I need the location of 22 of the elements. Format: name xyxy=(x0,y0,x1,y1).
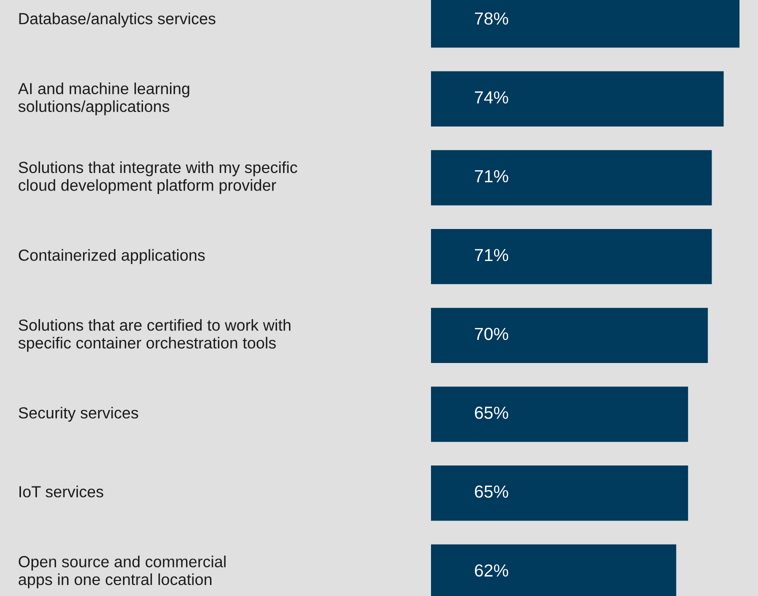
y-tick-label: Database/analytics services xyxy=(19,12,216,28)
bar xyxy=(431,228,712,284)
data-label: 65% xyxy=(474,485,508,498)
data-label: 74% xyxy=(474,91,508,104)
y-tick-label: Solutions that are certified to work with specific container orchestration tools xyxy=(18,319,290,352)
bar xyxy=(431,466,688,521)
y-tick-label: Security services xyxy=(18,406,138,422)
data-label: 71% xyxy=(474,249,508,262)
bar xyxy=(431,150,712,206)
data-label: 70% xyxy=(474,328,508,340)
y-tick-label: IoT services xyxy=(19,486,104,498)
y-tick-label: Solutions that integrate with my specific cloud development platform provider xyxy=(18,161,298,194)
data-label: 71% xyxy=(474,170,508,182)
bar xyxy=(431,71,724,126)
data-label: 62% xyxy=(474,564,508,577)
y-tick-label: Open source and commercial apps in one central location xyxy=(18,556,226,588)
y-tick-label: Containerized applications xyxy=(18,249,205,264)
data-label: 78% xyxy=(474,12,508,25)
bar xyxy=(431,308,708,364)
bar xyxy=(431,386,688,442)
y-tick-label: AI and machine learning solutions/applications xyxy=(18,82,190,116)
data-label: 65% xyxy=(474,406,508,419)
